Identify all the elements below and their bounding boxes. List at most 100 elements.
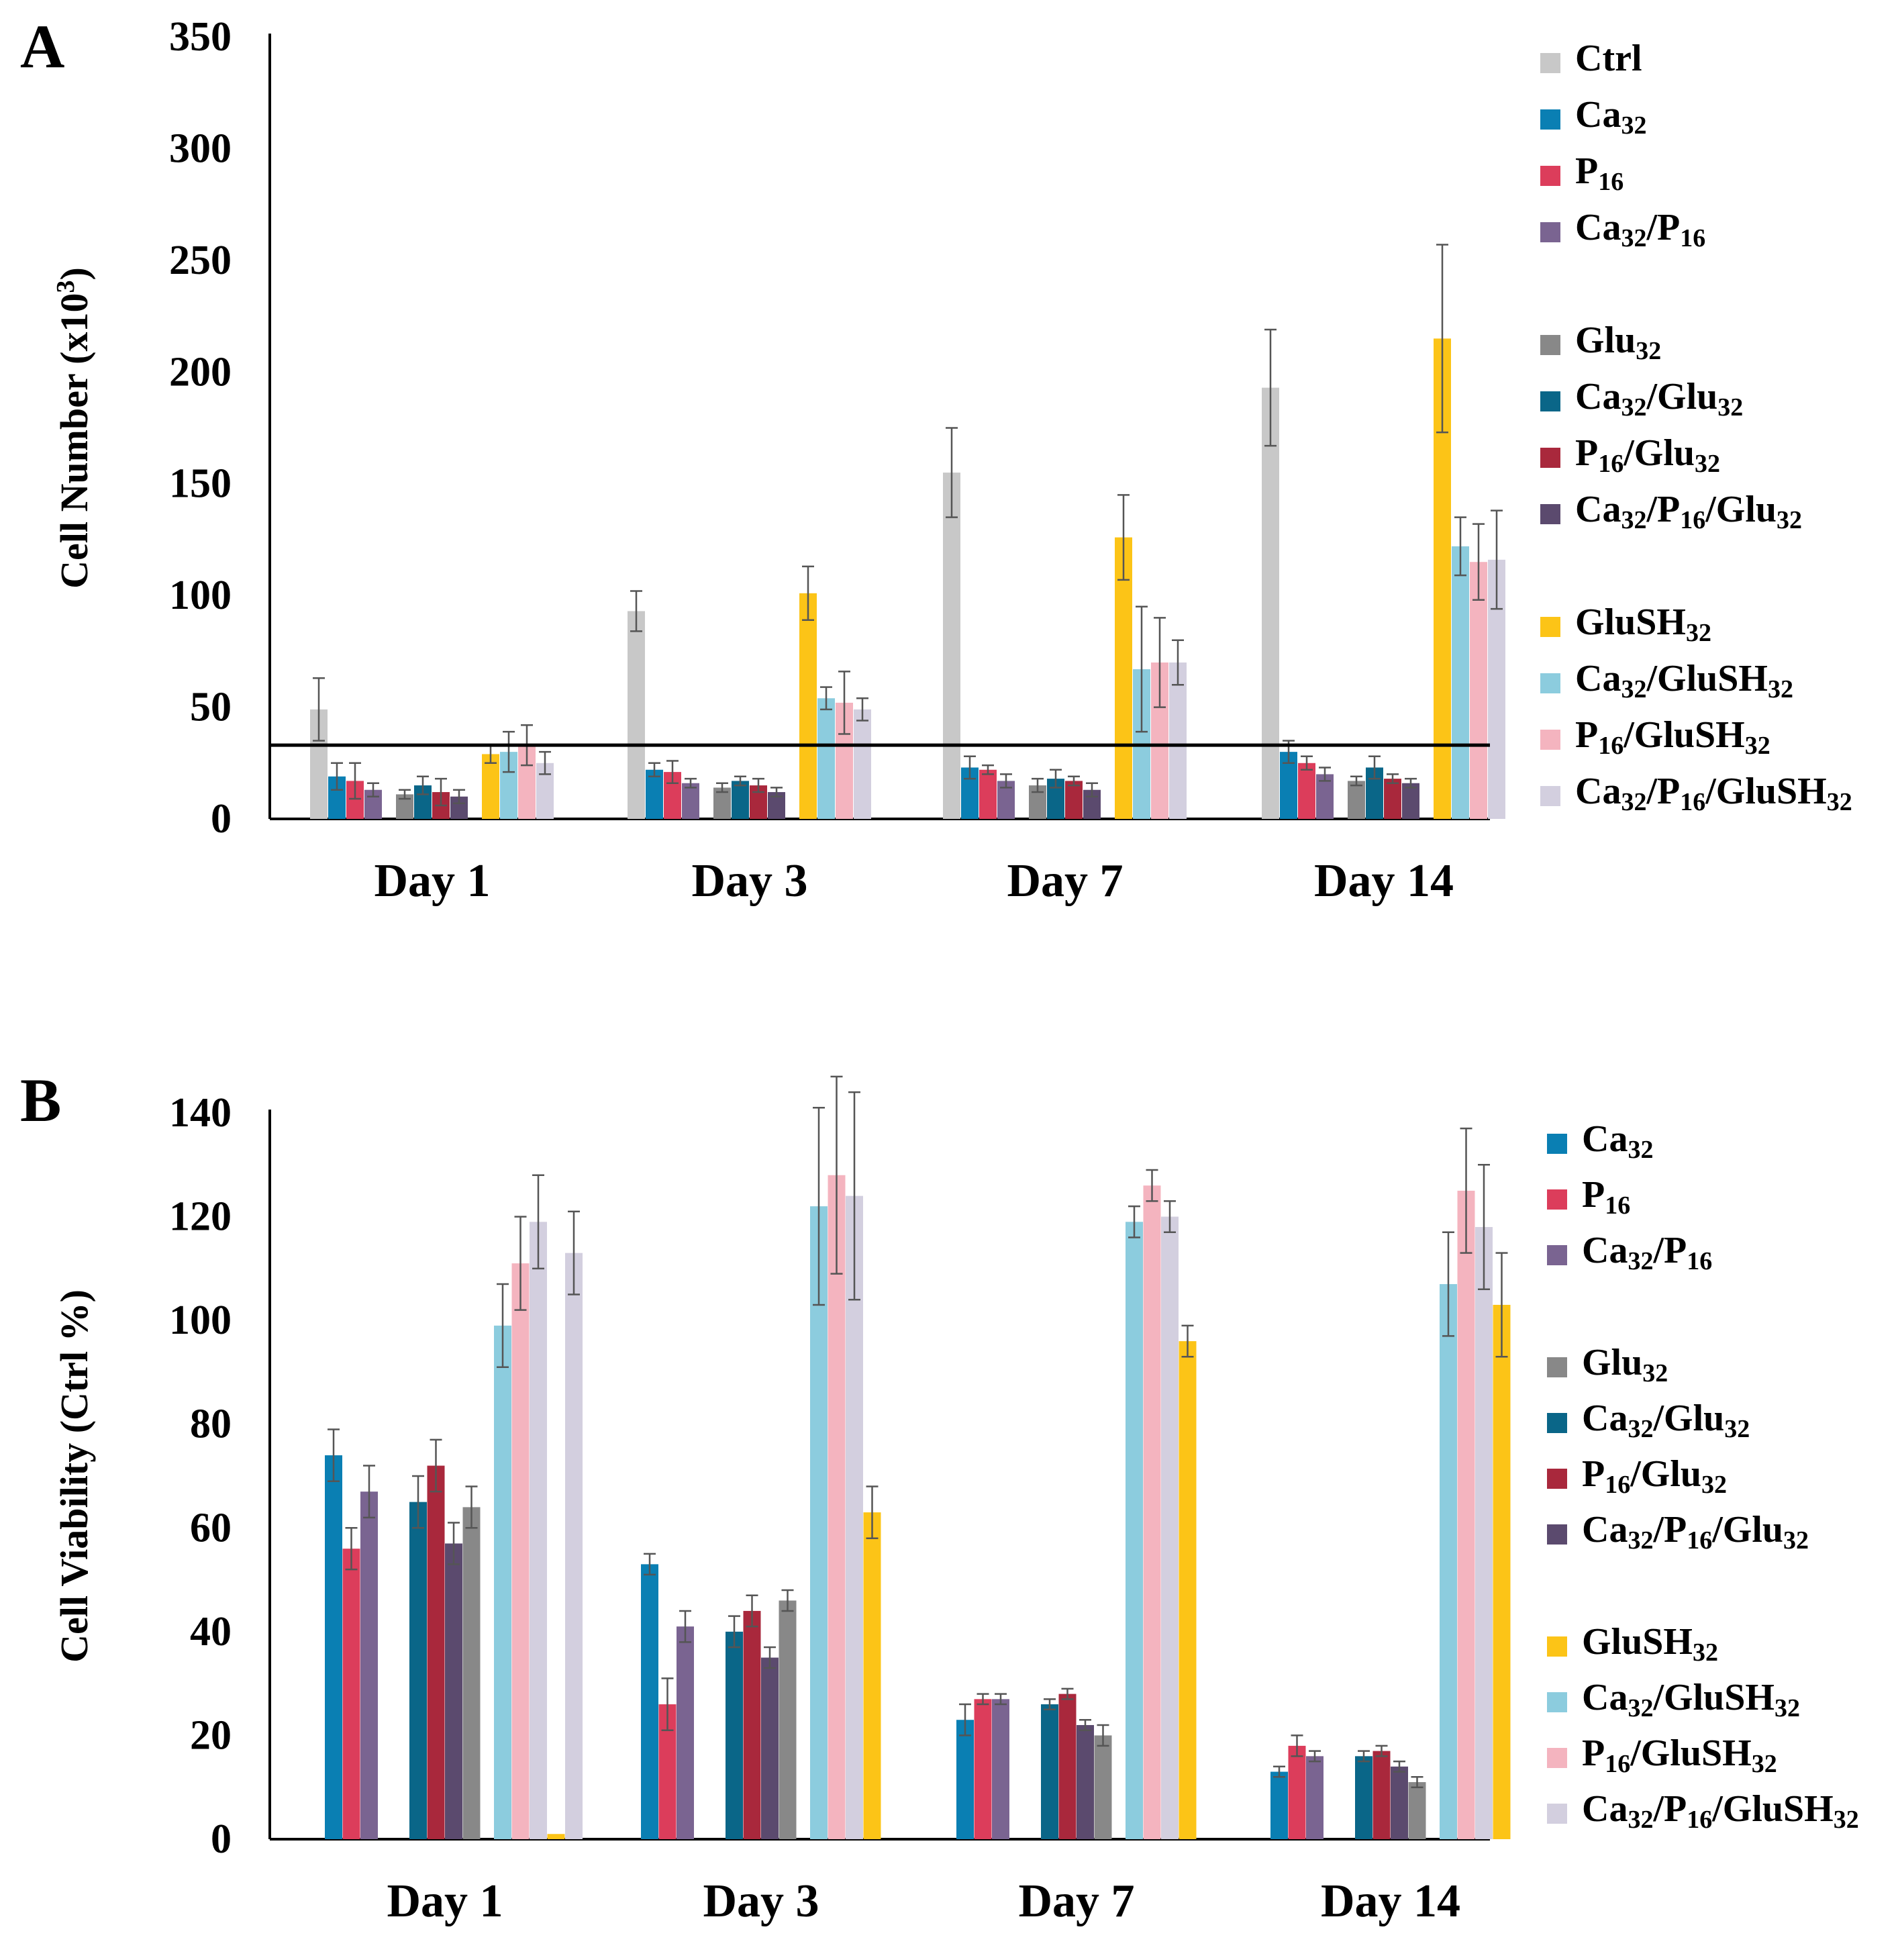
bar bbox=[565, 1253, 583, 1839]
y-tick-label: 80 bbox=[190, 1402, 232, 1447]
y-tick-label: 200 bbox=[169, 349, 232, 395]
bar bbox=[1058, 1694, 1077, 1839]
bar bbox=[646, 769, 663, 819]
legend-swatch bbox=[1547, 1134, 1567, 1154]
legend-entry: P16/GluSH32 bbox=[1540, 714, 1770, 760]
y-tick-label: 150 bbox=[169, 461, 232, 507]
legend-swatch bbox=[1540, 53, 1560, 73]
legend-label: P16/GluSH32 bbox=[1575, 714, 1770, 760]
y-tick-label: 100 bbox=[169, 573, 232, 618]
legend-entry: Ca32/Glu32 bbox=[1540, 376, 1743, 422]
legend-label: P16 bbox=[1575, 150, 1624, 196]
bar bbox=[1440, 1284, 1457, 1839]
legend-entry: Ca32/P16/Glu32 bbox=[1547, 1509, 1809, 1555]
bar bbox=[1493, 1304, 1511, 1839]
legend-entry: Ca32 bbox=[1540, 94, 1646, 140]
legend-label: Ctrl bbox=[1575, 38, 1642, 79]
bar bbox=[1065, 781, 1083, 819]
legend-label: Ca32/GluSH32 bbox=[1575, 658, 1793, 703]
x-tick-label: Day 7 bbox=[1018, 1875, 1134, 1927]
legend-swatch bbox=[1547, 1245, 1567, 1265]
panel-b: B 0 20 40 60 80 100 120 140 Cell Viability (Ctrl … bbox=[0, 1027, 1898, 1957]
bar bbox=[810, 1206, 828, 1839]
bar bbox=[943, 473, 960, 819]
legend-label: P16/Glu32 bbox=[1582, 1453, 1727, 1499]
legend-label: P16/GluSH32 bbox=[1582, 1732, 1777, 1778]
legend-swatch bbox=[1547, 1413, 1567, 1433]
y-tick-label: 0 bbox=[211, 1816, 232, 1862]
y-tick-label: 350 bbox=[169, 14, 232, 60]
legend-label: P16/Glu32 bbox=[1575, 432, 1720, 478]
bar bbox=[1262, 387, 1279, 819]
x-tick-label: Day 14 bbox=[1314, 855, 1454, 907]
legend-label: Ca32/P16/GluSH32 bbox=[1582, 1788, 1859, 1834]
legend-swatch bbox=[1547, 1748, 1567, 1768]
bar bbox=[1402, 783, 1419, 819]
legend-entry: GluSH32 bbox=[1540, 601, 1711, 647]
y-tick-label: 60 bbox=[190, 1505, 232, 1551]
panel-a: A 0 50 100 150 200 250 300 350 Cell Number (x103)… bbox=[0, 0, 1898, 967]
x-tick-label: Day 14 bbox=[1321, 1875, 1460, 1927]
bar bbox=[547, 1834, 565, 1839]
bar bbox=[1143, 1185, 1161, 1839]
panel-label: B bbox=[20, 1066, 61, 1134]
legend-label: Ca32/Glu32 bbox=[1582, 1398, 1750, 1443]
legend-swatch bbox=[1540, 166, 1560, 186]
legend-swatch bbox=[1540, 673, 1560, 693]
bar bbox=[1372, 1751, 1391, 1839]
legend-entry: P16/Glu32 bbox=[1540, 432, 1720, 478]
bar bbox=[530, 1222, 547, 1839]
bar bbox=[1077, 1724, 1094, 1839]
legend-label: Ca32 bbox=[1575, 94, 1646, 140]
legend-swatch bbox=[1540, 448, 1560, 468]
y-tick-label: 140 bbox=[169, 1090, 232, 1136]
bar bbox=[974, 1699, 992, 1839]
y-axis-title: Cell Number (x103) bbox=[52, 267, 96, 589]
y-tick-label: 250 bbox=[169, 238, 232, 283]
legend-entry: Glu32 bbox=[1540, 320, 1661, 365]
bar bbox=[1161, 1216, 1179, 1839]
bar bbox=[817, 698, 835, 819]
bar bbox=[1470, 562, 1487, 819]
legend-entry: GluSH32 bbox=[1547, 1621, 1718, 1667]
legend-entry: Ca32/P16/Glu32 bbox=[1540, 489, 1802, 534]
legend-swatch bbox=[1540, 730, 1560, 750]
panel-label: A bbox=[20, 12, 64, 81]
bar bbox=[761, 1657, 779, 1839]
y-tick-label: 100 bbox=[169, 1297, 232, 1343]
legend-label: Ca32/Glu32 bbox=[1575, 376, 1743, 422]
y-tick-label: 120 bbox=[169, 1194, 232, 1240]
chart-a: A 0 50 100 150 200 250 300 350 Cell Number (x103)… bbox=[20, 12, 1852, 907]
bar bbox=[494, 1325, 511, 1839]
x-tick-label: Day 3 bbox=[703, 1875, 819, 1927]
bar bbox=[1391, 1766, 1408, 1839]
legend-label: Ca32/P16/Glu32 bbox=[1582, 1509, 1809, 1555]
legend-swatch bbox=[1540, 335, 1560, 355]
bar bbox=[956, 1720, 974, 1839]
legend-swatch bbox=[1540, 617, 1560, 637]
bar bbox=[1475, 1227, 1493, 1839]
legend-entry: Ctrl bbox=[1540, 38, 1642, 79]
bar bbox=[1169, 663, 1187, 819]
bar bbox=[726, 1631, 743, 1839]
legend-entry: Ca32/P16/GluSH32 bbox=[1547, 1788, 1859, 1834]
bar bbox=[677, 1626, 694, 1839]
legend-entry: Glu32 bbox=[1547, 1342, 1668, 1387]
legend-entry: Ca32/P16 bbox=[1540, 207, 1705, 252]
legend-label: GluSH32 bbox=[1575, 601, 1711, 647]
legend-swatch bbox=[1547, 1524, 1567, 1545]
bar bbox=[1115, 537, 1132, 819]
bar bbox=[1306, 1756, 1323, 1839]
legend-swatch bbox=[1540, 391, 1560, 411]
bar bbox=[325, 1455, 342, 1839]
legend-swatch bbox=[1547, 1636, 1567, 1657]
bar bbox=[1384, 779, 1401, 819]
x-tick-label: Day 1 bbox=[387, 1875, 503, 1927]
bar bbox=[482, 754, 499, 819]
bar bbox=[445, 1543, 462, 1839]
legend-label: Ca32/P16 bbox=[1575, 207, 1705, 252]
bar bbox=[779, 1600, 797, 1839]
legend-entry: P16 bbox=[1540, 150, 1624, 196]
legend-entry: Ca32/P16 bbox=[1547, 1230, 1712, 1275]
legend-swatch bbox=[1540, 109, 1560, 130]
